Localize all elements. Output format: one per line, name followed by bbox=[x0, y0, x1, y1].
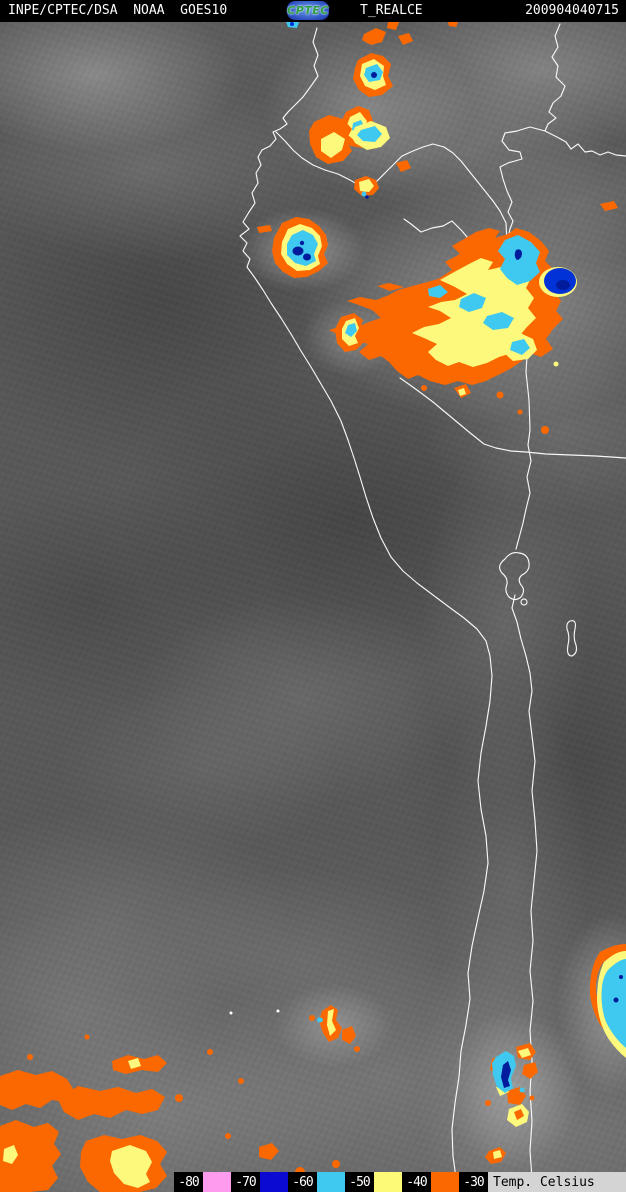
header-product: T_REALCE bbox=[360, 3, 423, 18]
storm-cells-bottom-center bbox=[229, 1005, 360, 1052]
border-line bbox=[544, 130, 626, 157]
legend-swatch-minus60 bbox=[317, 1172, 345, 1192]
header-bar: INPE/CPTEC/DSA NOAA GOES10 CPTEC T_REALC… bbox=[0, 0, 626, 22]
storm-cells-bolivia bbox=[485, 1043, 538, 1164]
legend-title: Temp. Celsius bbox=[493, 1174, 595, 1190]
storm-system-amazon bbox=[329, 228, 577, 434]
lake-poopo-outline bbox=[566, 620, 578, 657]
border-line bbox=[275, 131, 508, 244]
legend-swatch-minus40 bbox=[431, 1172, 459, 1192]
legend-label-minus60: -60 bbox=[288, 1172, 317, 1192]
temperature-legend: -80 -70 -60 -50 -40 -30 Temp. Celsius bbox=[174, 1172, 626, 1192]
legend-swatch-minus70 bbox=[260, 1172, 288, 1192]
legend-swatch-minus50 bbox=[374, 1172, 402, 1192]
storm-cells-top-edge bbox=[286, 22, 618, 211]
legend-label-minus70: -70 bbox=[231, 1172, 260, 1192]
coastline-and-borders bbox=[239, 23, 626, 1192]
small-lake-outline bbox=[520, 598, 528, 606]
legend-swatch-minus80 bbox=[203, 1172, 231, 1192]
legend-label-minus30: -30 bbox=[459, 1172, 488, 1192]
storm-cell-peru bbox=[335, 313, 365, 352]
border-line bbox=[511, 594, 538, 1192]
cptec-logo: CPTEC bbox=[287, 1, 329, 20]
pacific-coastline bbox=[239, 27, 493, 1192]
storm-cells-colombia bbox=[309, 28, 413, 199]
border-line bbox=[499, 23, 566, 550]
legend-label-minus80: -80 bbox=[174, 1172, 203, 1192]
legend-label-minus40: -40 bbox=[402, 1172, 431, 1192]
lake-titicaca-outline bbox=[499, 552, 530, 601]
storm-cell-corner bbox=[589, 944, 626, 1058]
legend-label-minus50: -50 bbox=[345, 1172, 374, 1192]
header-source: INPE/CPTEC/DSA NOAA GOES10 bbox=[8, 3, 228, 18]
storm-cells-southwest bbox=[0, 1034, 360, 1192]
storm-cell-ecuador bbox=[257, 217, 328, 278]
border-line bbox=[399, 377, 626, 459]
header-timestamp: 200904040715 bbox=[525, 3, 619, 18]
